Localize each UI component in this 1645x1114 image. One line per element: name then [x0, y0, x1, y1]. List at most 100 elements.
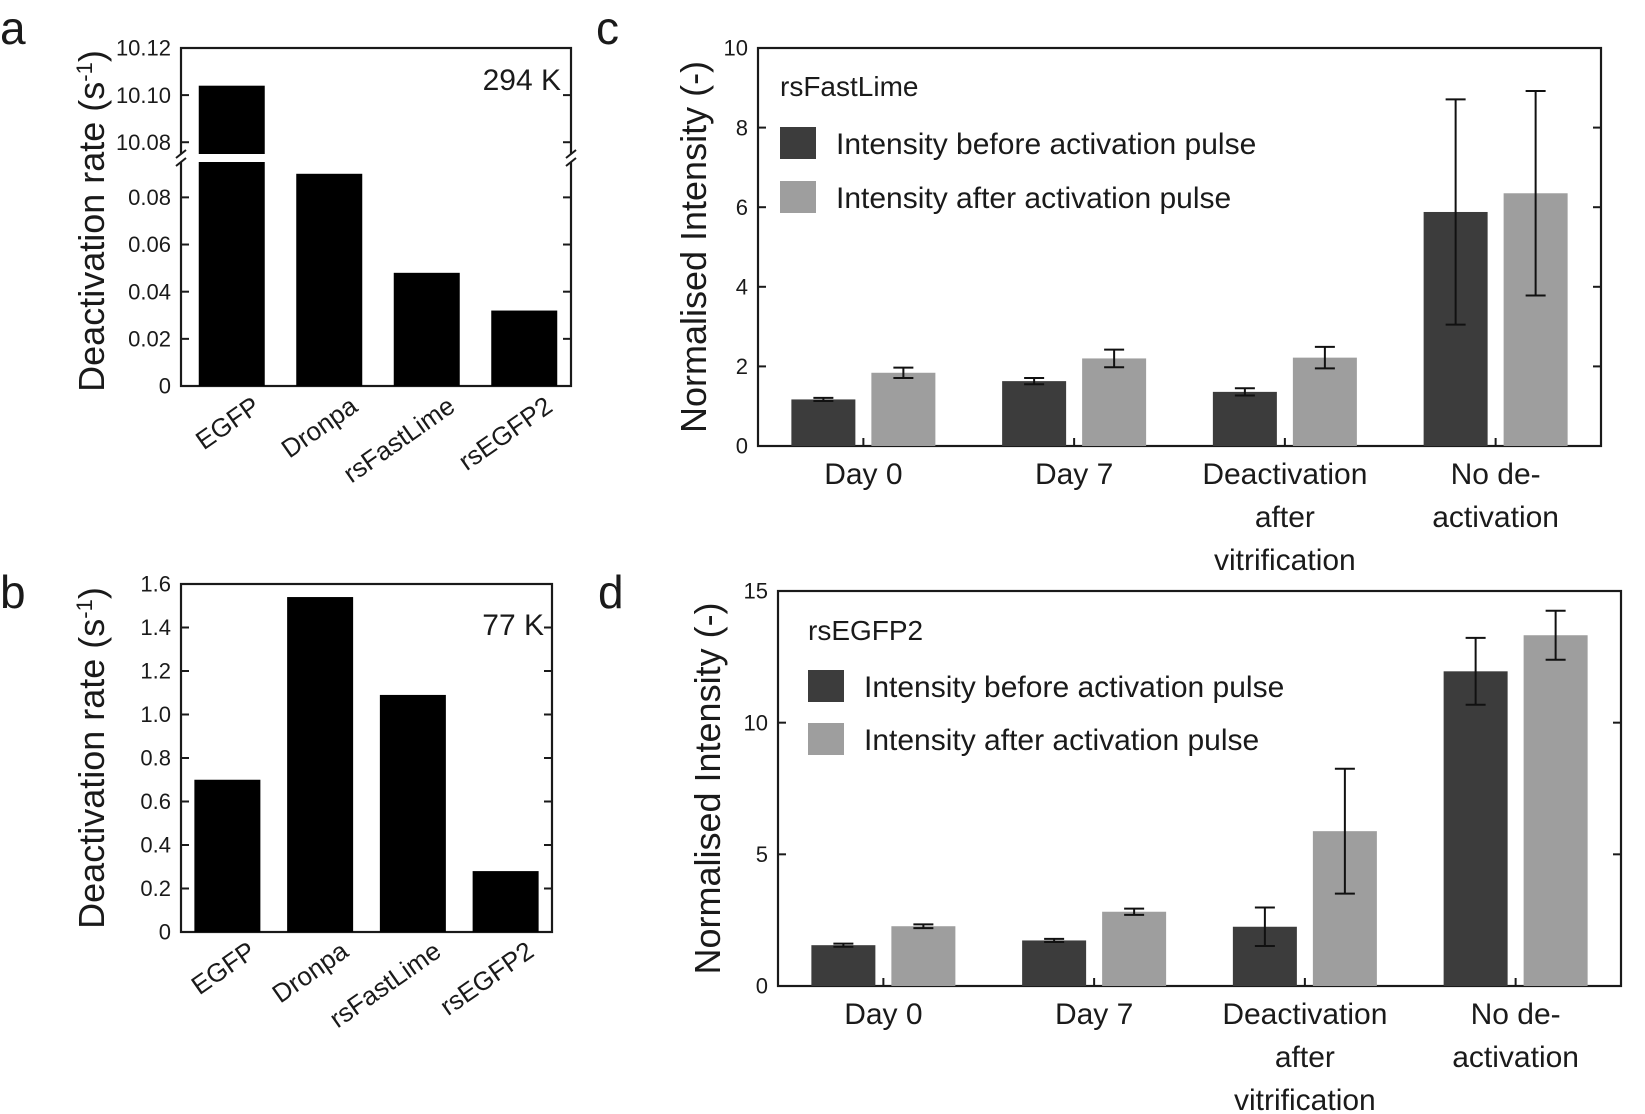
- chart-annotation: rsFastLime: [780, 71, 918, 102]
- bar: [393, 272, 460, 386]
- x-tick-label: activation: [1432, 501, 1559, 534]
- y-tick-label: 10: [724, 36, 748, 61]
- axis-break-mark: [175, 149, 187, 159]
- x-tick-label: Day 7: [1035, 458, 1113, 491]
- bar: [491, 310, 558, 386]
- bar: [871, 372, 936, 446]
- x-tick-label: rsEGFP2: [434, 935, 539, 1021]
- plot-frame: [776, 589, 1623, 988]
- bar: [811, 945, 876, 986]
- bar: [1002, 381, 1067, 446]
- axis-break-mark: [565, 149, 577, 159]
- bar: [1102, 911, 1167, 986]
- x-tick-label: after: [1275, 1041, 1335, 1074]
- chart-panel-c: 0 2 4 6 8 10 Day 0 Day 7 Deactivation after vitrif…: [673, 36, 1603, 577]
- y-tick-label: 6: [736, 195, 748, 220]
- y-tick-label: 10.08: [116, 130, 171, 155]
- plot-frame: [179, 46, 573, 388]
- legend-swatch: [780, 127, 816, 159]
- x-tick-label: EGFP: [190, 390, 265, 455]
- x-tick-label: EGFP: [186, 935, 261, 1000]
- bar: [198, 162, 265, 386]
- panel-label-b: b: [0, 566, 26, 618]
- y-tick-label: 10.12: [116, 36, 171, 61]
- bar: [1022, 940, 1087, 986]
- legend-label: Intensity after activation pulse: [836, 182, 1231, 215]
- y-tick-label: 10: [744, 710, 768, 735]
- y-axis-label-text: Deactivation rate (s: [71, 82, 112, 392]
- y-axis-label: Normalised Intensity (-): [687, 602, 728, 974]
- x-tick-label: No de-: [1451, 458, 1541, 491]
- x-tick-label: Day 0: [844, 998, 922, 1031]
- y-tick-label: 2: [736, 354, 748, 379]
- y-tick-label: 0.02: [128, 327, 171, 352]
- chart-panel-a: 0 0.02 0.04 0.06 0.08 10.08 10.10 10.12 294 K Dea…: [71, 36, 577, 489]
- y-tick-label: 0.06: [128, 232, 171, 257]
- bar-upper-segment: [198, 85, 265, 154]
- y-axis-label-superscript: -1: [72, 599, 97, 619]
- chart-annotation: rsEGFP2: [808, 615, 923, 646]
- bar: [194, 779, 261, 932]
- x-tick-label: activation: [1452, 1041, 1579, 1074]
- y-tick-label: 0: [736, 434, 748, 459]
- bar: [1212, 391, 1277, 446]
- axis-break-mark: [175, 157, 187, 167]
- x-tick-label: Deactivation: [1222, 998, 1387, 1031]
- panel-label-a: a: [0, 2, 26, 54]
- bar: [379, 694, 446, 932]
- y-tick-label: 4: [736, 275, 748, 300]
- bar: [891, 926, 956, 986]
- y-tick-label: 15: [744, 579, 768, 604]
- legend-label: Intensity before activation pulse: [864, 671, 1284, 704]
- x-tick-label: Day 7: [1055, 998, 1133, 1031]
- y-axis-label: Deactivation rate (s-1): [71, 587, 112, 929]
- bar: [287, 597, 354, 932]
- bar: [1082, 358, 1147, 446]
- y-axis-label-text: Normalised Intensity (-): [673, 61, 714, 433]
- y-axis-label-text: Normalised Intensity (-): [687, 602, 728, 974]
- x-tick-label: Day 0: [824, 458, 902, 491]
- legend-label: Intensity after activation pulse: [864, 724, 1259, 757]
- y-tick-label: 0.2: [140, 876, 171, 901]
- y-tick-label: 0.08: [128, 185, 171, 210]
- x-tick-label: Dronpa: [276, 390, 364, 464]
- y-axis-label-close: ): [71, 50, 112, 62]
- y-tick-label: 0.8: [140, 746, 171, 771]
- chart-panel-d: 0 5 10 15 Day 0 Day 7 Deactivation after vitrifi…: [687, 579, 1623, 1114]
- legend-swatch: [808, 670, 844, 702]
- y-tick-label: 0.4: [140, 833, 171, 858]
- x-tick-label: vitrification: [1234, 1084, 1376, 1114]
- x-tick-label: vitrification: [1214, 544, 1356, 577]
- y-tick-label: 1.4: [140, 615, 171, 640]
- y-tick-label: 8: [736, 115, 748, 140]
- bar: [1523, 635, 1588, 986]
- y-tick-label: 1.6: [140, 572, 171, 597]
- bar: [1443, 671, 1508, 986]
- x-tick-label: rsEGFP2: [453, 390, 558, 476]
- y-tick-label: 1.0: [140, 702, 171, 727]
- x-tick-label: after: [1255, 501, 1315, 534]
- bar: [1292, 357, 1357, 446]
- y-axis-label-text: Deactivation rate (s: [71, 619, 112, 929]
- y-axis-label: Deactivation rate (s-1): [71, 50, 112, 392]
- y-tick-label: 10.10: [116, 83, 171, 108]
- chart-annotation: 77 K: [482, 609, 544, 642]
- axis-break-mark: [565, 157, 577, 167]
- legend-swatch: [780, 181, 816, 213]
- y-tick-label: 0: [159, 374, 171, 399]
- y-tick-label: 0.04: [128, 279, 171, 304]
- legend-swatch: [808, 723, 844, 755]
- y-tick-label: 5: [756, 842, 768, 867]
- y-axis-label-superscript: -1: [72, 62, 97, 82]
- y-axis-label-close: ): [71, 587, 112, 599]
- legend-label: Intensity before activation pulse: [836, 128, 1256, 161]
- bar: [472, 871, 539, 932]
- y-tick-label: 0: [159, 920, 171, 945]
- x-tick-label: Deactivation: [1202, 458, 1367, 491]
- y-axis-label: Normalised Intensity (-): [673, 61, 714, 433]
- x-tick-label: No de-: [1471, 998, 1561, 1031]
- chart-annotation: 294 K: [483, 64, 561, 97]
- panel-label-d: d: [598, 566, 624, 618]
- axis-break-gap: [177, 154, 575, 162]
